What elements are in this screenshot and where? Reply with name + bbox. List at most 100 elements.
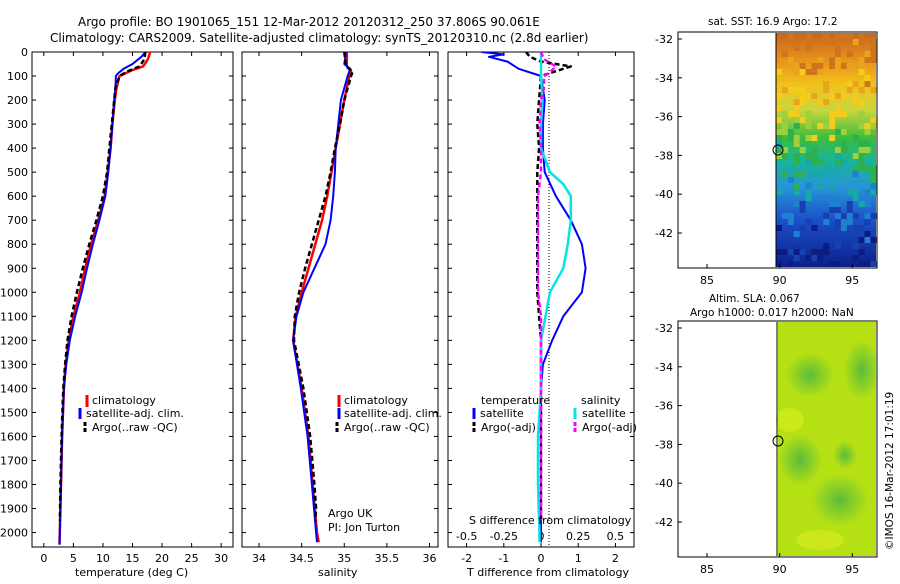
series-line-salinity-satellite <box>536 52 573 543</box>
sst-pixel <box>858 123 865 129</box>
sst-pixel <box>840 33 847 39</box>
sst-pixel <box>793 153 800 159</box>
sst-pixel <box>781 171 788 177</box>
depth-tick-label: 1600 <box>0 430 28 443</box>
sst-pixel <box>840 147 847 153</box>
sst-pixel <box>817 99 824 105</box>
sst-pixel <box>846 81 853 87</box>
legend-sal-satellite-label: satellite <box>582 407 626 420</box>
sla-blob <box>778 434 822 486</box>
depth-tick-label: 1200 <box>0 334 28 347</box>
sst-pixel <box>793 183 800 189</box>
sst-pixel <box>846 33 853 39</box>
sst-pixel <box>835 51 841 57</box>
sst-pixel <box>864 261 871 267</box>
sst-pixel <box>793 171 800 177</box>
sst-pixel <box>805 45 812 51</box>
sst-pixel <box>787 249 794 255</box>
sla-blob <box>796 530 844 550</box>
sla-argo-location-marker <box>772 435 784 447</box>
temperature-legend: climatology satellite-adj. clim. Argo(..… <box>78 394 184 434</box>
sst-pixel <box>870 261 877 267</box>
sst-pixel <box>858 237 865 243</box>
sst-pixel <box>858 225 865 231</box>
sst-pixel <box>858 69 865 75</box>
depth-tick-label: 400 <box>7 142 28 155</box>
float-info-line-1: Argo UK <box>328 507 373 520</box>
sst-pixel <box>846 207 853 213</box>
sst-pixel <box>835 237 841 243</box>
sst-pixel <box>793 45 800 51</box>
sst-pixel <box>852 195 859 201</box>
sst-pixel <box>840 219 847 225</box>
sst-pixel <box>864 81 871 87</box>
sst-pixel <box>805 189 812 195</box>
sst-pixel <box>787 111 794 117</box>
sst-pixel <box>835 147 841 153</box>
depth-tick-label: 200 <box>7 94 28 107</box>
sst-pixel <box>799 99 806 105</box>
sst-pixel <box>811 69 818 75</box>
sst-pixel <box>776 189 782 195</box>
sst-pixel <box>870 189 877 195</box>
sst-pixel <box>858 141 865 147</box>
map-lat-tick-label: -40 <box>655 188 673 201</box>
salinity-plot-frame <box>241 51 439 548</box>
sst-pixel <box>864 123 871 129</box>
sst-pixel <box>776 117 782 123</box>
sst-pixel <box>870 237 877 243</box>
sst-pixel <box>787 213 794 219</box>
sst-pixel <box>787 135 794 141</box>
sst-pixel <box>793 231 800 237</box>
sst-pixel <box>852 243 859 249</box>
salinity-series <box>291 52 355 543</box>
sst-pixel <box>835 213 841 219</box>
depth-tick-label: 1900 <box>0 503 28 516</box>
sst-pixel <box>835 63 841 69</box>
sst-pixel <box>829 123 836 129</box>
x-tick-label: 34 <box>252 552 266 565</box>
x-tick-label: 5 <box>70 552 77 565</box>
x-tick-label: 10 <box>96 552 110 565</box>
sst-pixel <box>835 45 841 51</box>
sst-pixel <box>799 147 806 153</box>
sla-blob <box>844 340 880 400</box>
sst-pixel <box>787 219 794 225</box>
legend-argo-label: Argo(..raw -QC) <box>344 421 430 434</box>
sst-pixel <box>840 93 847 99</box>
x-tick-label: 30 <box>214 552 228 565</box>
legend-salinity-header: salinity <box>581 394 621 407</box>
sst-pixel <box>840 63 847 69</box>
series-line-argo-raw-qc <box>58 52 147 521</box>
depth-tick-label: 300 <box>7 118 28 131</box>
sst-pixel <box>835 111 841 117</box>
sst-pixel <box>817 171 824 177</box>
map-lat-tick-label: -42 <box>655 227 673 240</box>
sst-pixel <box>870 177 877 183</box>
sst-pixel <box>846 189 853 195</box>
sst-pixel <box>823 243 830 249</box>
sst-pixel <box>870 57 877 63</box>
sst-pixel <box>858 87 865 93</box>
sst-pixel <box>864 231 871 237</box>
sst-pixel <box>864 201 871 207</box>
x-tick-label: 35.5 <box>375 552 400 565</box>
x-top-tick-label: -0.25 <box>490 530 518 543</box>
sst-pixel <box>829 117 836 123</box>
sst-pixel <box>829 183 836 189</box>
sst-pixel <box>870 183 877 189</box>
sst-pixel <box>799 171 806 177</box>
sst-pixel <box>799 201 806 207</box>
sst-pixel <box>805 93 812 99</box>
sst-pixel <box>840 225 847 231</box>
depth-tick-label: 1800 <box>0 479 28 492</box>
sst-pixel <box>864 75 871 81</box>
x-axes: 0 5 10 15 20 25 30 34 34.5 35 35.5 36 -2 -1 0 1 2 -0.5 -0.… <box>40 52 624 565</box>
map-lat-tick-label: -38 <box>655 438 673 451</box>
legend-temp-satellite-label: satellite <box>480 407 524 420</box>
sst-pixel <box>776 261 782 267</box>
temperature-plot-frame <box>31 51 234 548</box>
depth-tick-label: 500 <box>7 166 28 179</box>
depth-tick-label: 1700 <box>0 454 28 467</box>
sst-pixel <box>805 183 812 189</box>
